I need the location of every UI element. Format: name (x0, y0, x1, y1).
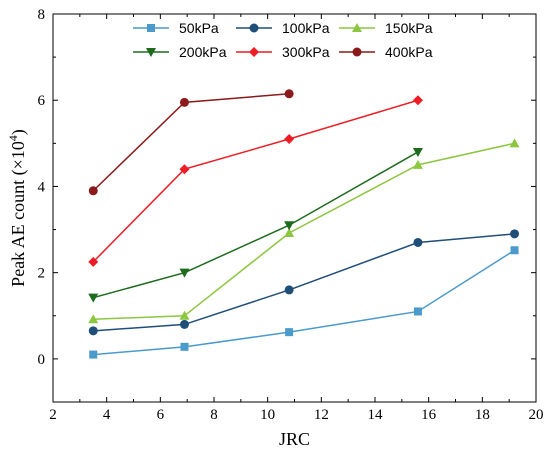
data-point (88, 326, 98, 336)
y-tick-label: 4 (38, 179, 46, 195)
axes: 2 4 6 8 10 12 14 16 18 20 0 2 4 6 8 (38, 7, 544, 423)
legend-marker (249, 23, 259, 33)
legend-item: 150kPa (339, 20, 433, 36)
x-tick-label: 12 (314, 407, 329, 423)
x-tick-label: 18 (475, 407, 490, 423)
legend-marker (146, 48, 156, 57)
legend-label: 50kPa (179, 20, 219, 36)
x-tick-label: 14 (368, 407, 384, 423)
series-200kPa (88, 147, 423, 303)
y-tick-label: 0 (38, 352, 46, 368)
x-tick-label: 16 (421, 407, 437, 423)
data-point (509, 138, 520, 148)
data-point (413, 237, 423, 247)
data-point (413, 307, 422, 316)
series-400kPa (88, 89, 294, 196)
series-line (92, 93, 290, 192)
legend-marker (249, 47, 259, 57)
data-point (179, 319, 189, 329)
series-300kPa (88, 95, 423, 267)
x-tick-label: 4 (103, 407, 111, 423)
series-100kPa (88, 229, 520, 336)
data-point (179, 268, 190, 278)
legend-label: 150kPa (385, 20, 433, 36)
x-tick-label: 6 (157, 407, 165, 423)
data-point (89, 350, 98, 359)
data-point (179, 97, 189, 107)
x-tick-label: 8 (210, 407, 218, 423)
legend-item: 100kPa (236, 20, 330, 36)
data-point (284, 228, 295, 238)
legend: 50kPa 100kPa 150kPa 200kPa 300kPa 400kPa (133, 20, 433, 60)
series-line (93, 142, 515, 320)
data-point (88, 186, 98, 196)
data-point (412, 159, 423, 169)
data-point (510, 246, 519, 255)
legend-label: 100kPa (282, 20, 330, 36)
legend-label: 400kPa (385, 44, 433, 60)
legend-item: 400kPa (339, 44, 433, 60)
legend-marker (352, 47, 362, 57)
legend-label: 200kPa (179, 44, 227, 60)
series-line (93, 249, 515, 356)
plot-frame (52, 13, 537, 403)
y-axis-title-exponent: 4 (6, 135, 20, 141)
y-tick-label: 8 (38, 7, 46, 23)
data-point (88, 293, 99, 303)
x-axis-title: JRC (279, 429, 310, 449)
y-axis-title: Peak AE count (×104) (6, 129, 29, 287)
series-line (93, 151, 419, 299)
data-point (179, 164, 190, 175)
data-point (88, 256, 99, 267)
series-line (92, 99, 419, 263)
y-axis-title-close: ) (8, 129, 29, 135)
data-point (510, 229, 520, 239)
data-point (284, 285, 294, 295)
legend-label: 300kPa (282, 44, 330, 60)
legend-item: 200kPa (133, 44, 227, 60)
data-point (88, 314, 99, 324)
data-point (412, 147, 423, 157)
y-tick-label: 2 (38, 266, 46, 282)
series-50kPa (89, 246, 519, 359)
data-point (284, 89, 294, 99)
data-point (180, 342, 189, 351)
y-tick-label: 6 (38, 93, 46, 109)
x-tick-label: 2 (49, 407, 57, 423)
data-point (179, 310, 190, 320)
legend-marker (147, 24, 155, 32)
legend-item: 300kPa (236, 44, 330, 60)
y-axis-title-main: Peak AE count (×10 (8, 141, 29, 287)
series-layer (88, 89, 520, 359)
series-150kPa (88, 138, 520, 324)
x-tick-label: 20 (529, 407, 544, 423)
data-point (284, 134, 295, 145)
legend-marker (352, 23, 362, 32)
data-point (285, 328, 294, 337)
x-tick-label: 10 (260, 407, 275, 423)
data-point (412, 95, 423, 106)
data-point (284, 221, 295, 231)
legend-item: 50kPa (133, 20, 219, 36)
